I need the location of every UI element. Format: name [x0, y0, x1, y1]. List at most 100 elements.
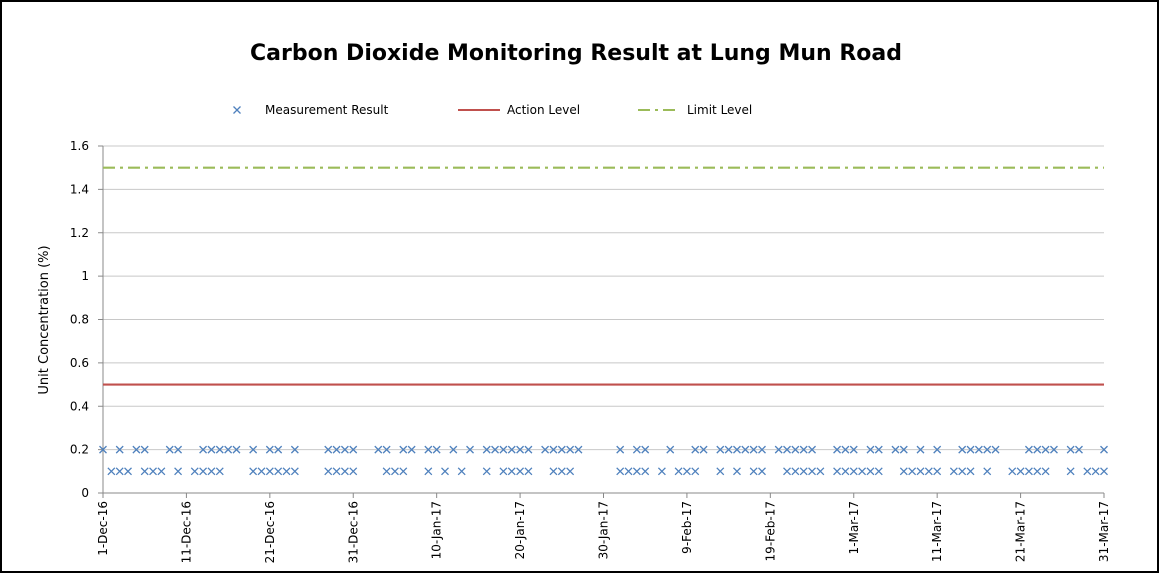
y-axis-label: Unit Concentration (%): [37, 245, 52, 394]
data-point: [699, 445, 708, 454]
data-point: [140, 445, 149, 454]
data-point: [232, 445, 241, 454]
marker-stroke: [199, 445, 208, 454]
legend-label: Measurement Result: [265, 103, 389, 117]
marker-stroke: [332, 467, 341, 476]
data-point: [924, 467, 933, 476]
data-point: [958, 467, 967, 476]
marker-stroke: [791, 467, 800, 476]
marker-stroke: [374, 445, 383, 454]
marker-stroke: [457, 467, 466, 476]
data-point: [1091, 467, 1100, 476]
data-point: [249, 467, 258, 476]
data-point: [799, 445, 808, 454]
marker-stroke: [124, 467, 132, 476]
data-point: [424, 445, 433, 454]
marker-stroke: [340, 467, 349, 476]
data-point: [758, 467, 766, 476]
marker-stroke: [557, 467, 566, 476]
marker-stroke: [699, 445, 708, 454]
data-point: [682, 467, 691, 476]
data-point: [891, 445, 900, 454]
data-point: [282, 467, 291, 476]
marker-stroke: [682, 467, 691, 476]
y-tick-label: 0: [81, 486, 89, 500]
marker-stroke: [566, 467, 575, 476]
marker-stroke: [324, 467, 333, 476]
data-point: [549, 445, 558, 454]
marker-stroke: [249, 445, 258, 454]
marker-stroke: [541, 445, 550, 454]
data-point: [524, 445, 533, 454]
marker-stroke: [616, 467, 625, 476]
marker-stroke: [841, 445, 850, 454]
data-point: [374, 445, 383, 454]
data-point: [290, 467, 299, 476]
data-point: [274, 445, 283, 454]
marker-stroke: [566, 445, 575, 454]
marker-stroke: [482, 445, 491, 454]
data-point: [816, 467, 825, 476]
data-point: [115, 445, 124, 454]
marker-stroke: [1100, 445, 1108, 454]
data-point: [749, 467, 758, 476]
marker-stroke: [833, 467, 842, 476]
x-tick-label: 1-Mar-17: [847, 501, 861, 554]
marker-stroke: [1024, 445, 1033, 454]
data-point: [1041, 445, 1050, 454]
x-tick-label: 31-Dec-16: [346, 501, 360, 563]
marker-stroke: [657, 467, 666, 476]
data-point: [107, 467, 116, 476]
data-point: [616, 467, 625, 476]
data-point: [349, 467, 358, 476]
marker-stroke: [924, 467, 933, 476]
data-point: [774, 445, 783, 454]
data-point: [332, 445, 341, 454]
data-point: [190, 467, 199, 476]
marker-stroke: [491, 445, 500, 454]
data-point: [432, 445, 441, 454]
data-point: [99, 445, 107, 454]
data-point: [349, 445, 358, 454]
marker-stroke: [758, 445, 766, 454]
marker-stroke: [249, 467, 258, 476]
marker-stroke: [799, 467, 808, 476]
x-tick-label: 11-Dec-16: [179, 501, 193, 563]
marker-stroke: [274, 445, 283, 454]
data-point: [399, 467, 408, 476]
data-point: [1024, 445, 1033, 454]
x-tick-label: 31-Mar-17: [1097, 501, 1111, 562]
data-point: [324, 467, 333, 476]
data-point: [841, 467, 850, 476]
x-tick-label: 19-Feb-17: [763, 501, 777, 561]
data-point: [340, 467, 349, 476]
data-point: [224, 445, 233, 454]
data-point: [808, 445, 817, 454]
y-tick-label: 1.2: [70, 226, 89, 240]
data-point: [908, 467, 917, 476]
marker-stroke: [716, 467, 725, 476]
data-point: [1066, 467, 1075, 476]
data-point: [874, 467, 883, 476]
marker-stroke: [991, 445, 1000, 454]
data-point: [390, 467, 399, 476]
data-point: [382, 445, 391, 454]
marker-stroke: [866, 467, 875, 476]
data-point: [833, 467, 842, 476]
data-point: [324, 445, 333, 454]
marker-stroke: [758, 467, 766, 476]
data-point: [841, 445, 850, 454]
data-point: [983, 445, 992, 454]
data-point: [457, 467, 466, 476]
y-tick-label: 0.2: [70, 443, 89, 457]
data-point: [758, 445, 766, 454]
marker-stroke: [783, 467, 791, 476]
marker-stroke: [966, 467, 975, 476]
data-point: [916, 445, 925, 454]
data-point: [332, 467, 341, 476]
data-point: [1049, 445, 1058, 454]
data-point: [516, 467, 525, 476]
data-point: [482, 445, 491, 454]
marker-stroke: [215, 445, 224, 454]
data-point: [566, 445, 575, 454]
